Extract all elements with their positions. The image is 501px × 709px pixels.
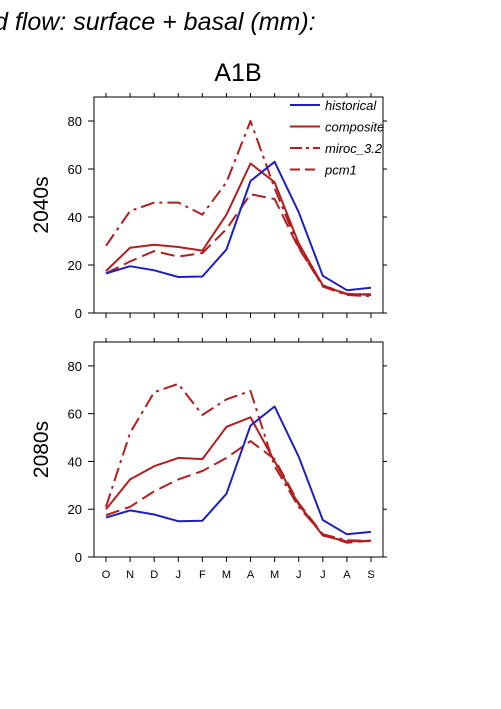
legend-label-historical: historical xyxy=(325,98,377,113)
y-tick-label: 60 xyxy=(68,407,82,422)
x-tick-label: F xyxy=(199,569,206,581)
x-tick-label: A xyxy=(247,569,255,581)
x-tick-label: J xyxy=(320,569,326,581)
series-line-composite xyxy=(105,416,372,543)
legend: historical composite miroc_3.2 pcm1 xyxy=(290,98,384,178)
y-tick-label: 20 xyxy=(68,502,82,517)
x-tick-label: M xyxy=(270,569,279,581)
panel-2040s: 0 20 40 60 80 2040s historical composite miroc_3… xyxy=(30,93,387,321)
x-tick-label: J xyxy=(176,569,182,581)
panel-2080s: 0 20 40 60 80 O N D J F M A M J J A S 2080s xyxy=(30,338,387,581)
series-line-historical xyxy=(105,405,372,536)
figure-title: d flow: surface + basal (mm): xyxy=(0,8,316,36)
x-tick-label: S xyxy=(367,569,374,581)
x-tick-label: J xyxy=(296,569,302,581)
legend-label-miroc_3.2: miroc_3.2 xyxy=(325,141,383,156)
series-line-pcm1 xyxy=(105,440,372,544)
y-tick-label: 0 xyxy=(75,550,82,565)
x-tick-label: A xyxy=(343,569,351,581)
plot-frame xyxy=(93,96,384,314)
y-tick-label: 40 xyxy=(68,210,82,225)
y-tick-label: 40 xyxy=(68,454,82,469)
plot-frame xyxy=(93,341,384,558)
panel-label: 2080s xyxy=(30,421,53,478)
x-tick-label: M xyxy=(222,569,231,581)
series-line-historical xyxy=(105,160,372,292)
y-tick-label: 80 xyxy=(68,359,82,374)
series-line-composite xyxy=(105,162,371,296)
y-tick-label: 0 xyxy=(75,306,82,321)
y-tick-label: 80 xyxy=(68,114,82,129)
scenario-label: A1B xyxy=(214,59,261,87)
x-tick-label: O xyxy=(102,569,111,581)
x-tick-label: N xyxy=(126,569,134,581)
y-tick-label: 20 xyxy=(68,258,82,273)
chart-panels: 0 20 40 60 80 2040s historical composite miroc_3… xyxy=(30,93,387,581)
series-line-pcm1 xyxy=(105,193,372,296)
series-line-miroc_3.2 xyxy=(105,120,372,298)
legend-label-composite: composite xyxy=(325,120,384,135)
x-tick-label: D xyxy=(150,569,158,581)
legend-label-pcm1: pcm1 xyxy=(324,163,357,178)
panel-label: 2040s xyxy=(30,176,53,233)
y-tick-label: 60 xyxy=(68,162,82,177)
